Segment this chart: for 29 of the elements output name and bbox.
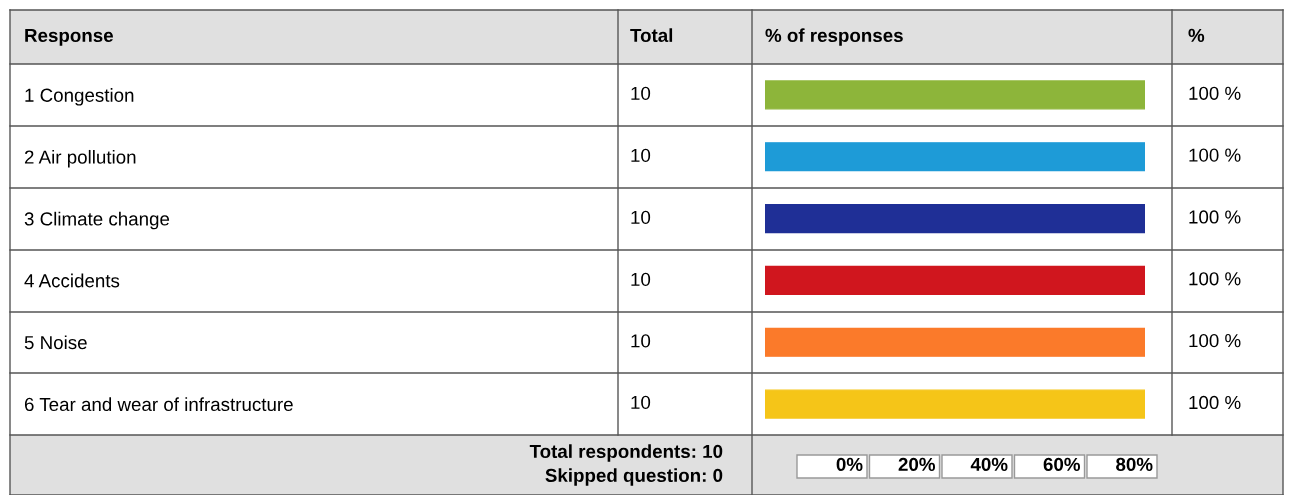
text: 10: [631, 272, 651, 287]
text: 80%: [1116, 457, 1153, 472]
text: 60%: [1043, 457, 1081, 472]
data-label: 100 %: [1189, 395, 1241, 410]
y-tick-label: 2 Air pollution: [24, 149, 136, 168]
text: 10: [631, 148, 651, 163]
y-tick-label: 5 Noise: [24, 335, 87, 350]
text: 20%: [898, 457, 936, 472]
text: 10: [631, 86, 651, 101]
text: 10: [631, 395, 651, 410]
text: Response: [25, 28, 113, 46]
data-label: 100 %: [1189, 334, 1241, 348]
text: %: [1188, 28, 1205, 42]
text: 0%: [836, 457, 863, 472]
text: Skipped question: 0: [545, 468, 723, 486]
text: Total respondents: 10: [529, 444, 723, 462]
data-label: 100 %: [1189, 272, 1241, 286]
y-tick-label: 6 Tear and wear of infrastructure: [24, 397, 293, 412]
text: Total: [630, 28, 673, 43]
text: 40%: [970, 457, 1008, 472]
text: % of responses: [765, 28, 903, 46]
data-label: 100 %: [1189, 210, 1241, 224]
data-label: 100 %: [1189, 86, 1241, 100]
data-label: 100 %: [1189, 148, 1241, 162]
text: 10: [631, 334, 651, 348]
y-tick-label: 4 Accidents: [24, 273, 120, 288]
y-tick-label: 3 Climate change: [24, 211, 170, 230]
y-tick-label: 1 Congestion: [25, 88, 134, 106]
text: 10: [631, 210, 651, 225]
